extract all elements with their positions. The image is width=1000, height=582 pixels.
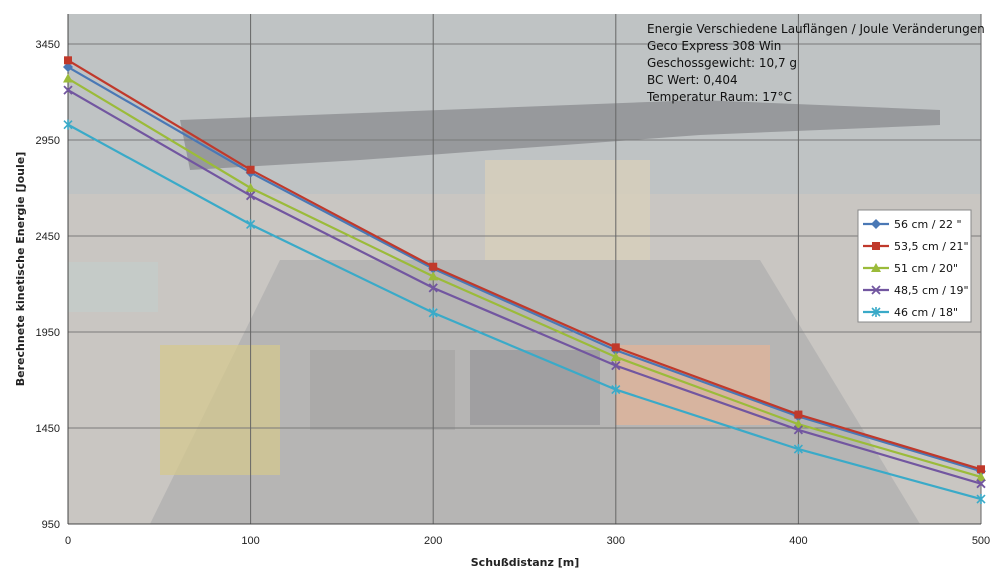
x-tick-label: 300: [607, 535, 625, 547]
data-point: [976, 494, 986, 505]
series-line: [67, 59, 982, 471]
series-line: [67, 89, 982, 485]
y-tick-label: 950: [42, 519, 60, 531]
legend-marker: [871, 285, 881, 295]
data-point: [977, 465, 985, 474]
legend-label: 48,5 cm / 19": [894, 284, 969, 297]
legend-marker: [871, 219, 881, 229]
legend-entry: 46 cm / 18": [863, 306, 958, 319]
y-tick-label: 1450: [36, 423, 60, 435]
data-point: [63, 85, 73, 95]
background-photo: [68, 14, 981, 524]
series-line: [67, 123, 982, 501]
series-line: [67, 66, 982, 473]
legend-label: 51 cm / 20": [894, 262, 958, 275]
data-point: [793, 419, 804, 429]
series-3: [63, 73, 986, 481]
y-axis-ticks: 950 1450 1950 2450 2950 3450: [36, 39, 60, 531]
data-point: [793, 444, 803, 455]
x-axis-ticks: 0 100 200 300 400 500: [65, 535, 990, 547]
data-point: [429, 262, 438, 271]
series-lines: [63, 56, 986, 505]
legend-label: 53,5 cm / 21": [894, 240, 969, 253]
y-tick-label: 2950: [36, 135, 60, 147]
data-point: [64, 56, 72, 65]
data-point: [246, 219, 256, 230]
y-tick-label: 3450: [36, 39, 60, 51]
x-axis-title: Schußdistanz [m]: [471, 556, 579, 569]
data-point: [428, 271, 439, 281]
legend-entry: 53,5 cm / 21": [863, 240, 969, 253]
data-point: [428, 307, 438, 318]
data-point: [610, 351, 621, 361]
data-point: [245, 191, 256, 201]
data-point: [976, 479, 986, 489]
legend-marker: [872, 242, 880, 250]
x-tick-label: 500: [972, 535, 990, 547]
series-2: [64, 56, 985, 474]
data-point: [245, 183, 256, 192]
legend-entry: 51 cm / 20": [863, 262, 958, 275]
x-tick-label: 400: [789, 535, 807, 547]
data-point: [611, 384, 621, 395]
data-point: [611, 343, 620, 352]
x-tick-label: 200: [424, 535, 442, 547]
y-tick-label: 2450: [36, 231, 60, 243]
data-point: [976, 471, 986, 481]
annotation-line-5: Temperatur Raum: 17°C: [646, 90, 792, 104]
annotation-line-2: Geco Express 308 Win: [647, 39, 781, 53]
legend-entry: 56 cm / 22 ": [863, 218, 962, 231]
y-axis-title: Berechnete kinetische Energie [Joule]: [14, 152, 27, 386]
data-point: [611, 360, 621, 371]
series-4: [63, 85, 986, 489]
gridlines: [67, 14, 982, 525]
data-point: [793, 425, 804, 435]
annotation-line-3: Geschossgewicht: 10,7 g: [647, 56, 797, 70]
data-point: [246, 165, 255, 174]
x-tick-label: 0: [65, 535, 71, 547]
x-tick-label: 100: [241, 535, 259, 547]
data-point: [63, 73, 73, 83]
info-annotation: Energie Verschiedene Lauflängen / Joule …: [646, 22, 985, 104]
legend-entry: 48,5 cm / 19": [863, 284, 969, 297]
legend-marker: [871, 263, 881, 272]
y-tick-label: 1950: [36, 327, 60, 339]
annotation-line-1: Energie Verschiedene Lauflängen / Joule …: [647, 22, 985, 36]
legend-marker: [871, 307, 881, 317]
series-5: [63, 119, 986, 505]
data-point: [794, 410, 803, 419]
data-point: [63, 62, 73, 73]
legend-label: 46 cm / 18": [894, 306, 958, 319]
data-point: [63, 119, 73, 130]
data-point: [428, 283, 438, 293]
series-line: [67, 77, 982, 479]
annotation-line-4: BC Wert: 0,404: [647, 73, 738, 87]
legend-label: 56 cm / 22 ": [894, 218, 962, 231]
legend: 56 cm / 22 " 53,5 cm / 21" 51 cm / 20" 48,5…: [857, 209, 972, 323]
